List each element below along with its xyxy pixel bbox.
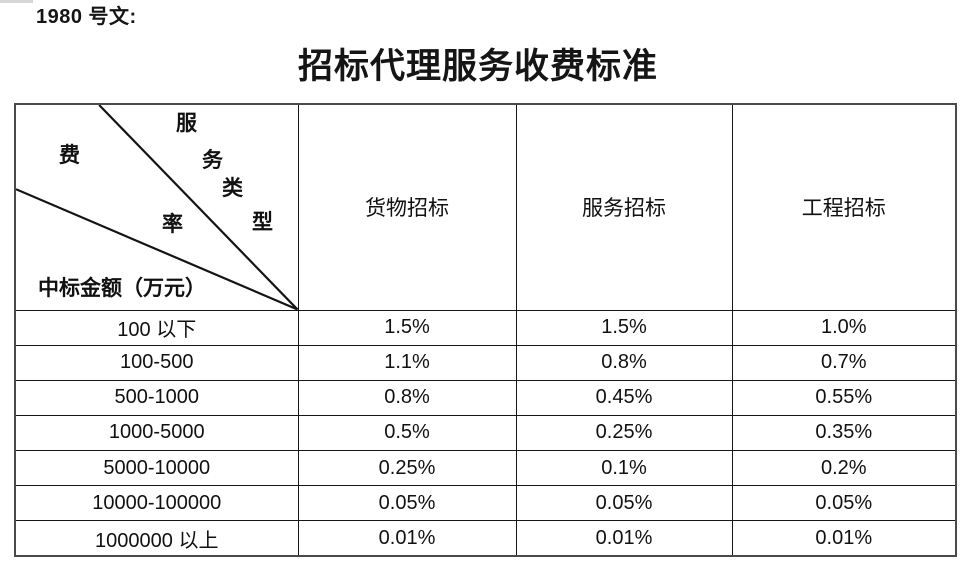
table-row: 1000000 以上 0.01% 0.01% 0.01%	[14, 520, 957, 557]
table-row: 100 以下 1.5% 1.5% 1.0%	[14, 309, 957, 346]
row-range-cell: 1000000 以上	[14, 520, 299, 557]
fee-cell: 0.01%	[297, 520, 517, 557]
fee-cell: 0.01%	[731, 520, 957, 557]
table-row: 1000-5000 0.5% 0.25% 0.35%	[14, 414, 957, 452]
fee-cell: 0.7%	[731, 344, 957, 381]
row-range-cell: 500-1000	[14, 379, 299, 416]
corner-label-fee-rate-char: 率	[162, 212, 183, 236]
page-title: 招标代理服务收费标准	[297, 47, 658, 86]
fee-cell: 0.05%	[297, 485, 517, 522]
fee-cell: 1.5%	[297, 309, 517, 346]
fee-cell: 0.01%	[515, 520, 733, 557]
corner-label-service-type-char: 务	[202, 148, 223, 172]
fee-cell: 1.0%	[731, 309, 957, 346]
corner-label-service-type-char: 型	[252, 210, 273, 234]
table-row: 5000-10000 0.25% 0.1% 0.2%	[14, 450, 957, 487]
fee-cell: 0.8%	[297, 379, 517, 416]
fee-cell: 0.05%	[731, 485, 957, 522]
row-range-cell: 5000-10000	[14, 450, 299, 487]
fee-cell: 0.2%	[731, 450, 957, 487]
column-header-services: 服务招标	[515, 103, 733, 311]
fee-cell: 1.1%	[297, 344, 517, 381]
row-range-cell: 100 以下	[14, 309, 299, 346]
header-row: 服 务 类 型 费 率 中标金额（万元） 货物招标 服务招标 工程招标	[14, 103, 957, 311]
fee-cell: 0.45%	[515, 379, 733, 416]
fee-cell: 0.05%	[515, 485, 733, 522]
corner-header-cell: 服 务 类 型 费 率 中标金额（万元）	[14, 103, 299, 311]
row-range-cell: 10000-100000	[14, 485, 299, 522]
fee-cell: 0.55%	[731, 379, 957, 416]
window-edge-artifact	[0, 0, 33, 3]
corner-label-bid-amount: 中标金额（万元）	[38, 276, 206, 300]
diagonal-divider-lines	[16, 105, 298, 310]
fee-cell: 0.8%	[515, 344, 733, 381]
fee-cell: 0.35%	[731, 414, 957, 452]
fee-cell: 0.25%	[297, 450, 517, 487]
fee-cell: 0.5%	[297, 414, 517, 452]
fee-cell: 0.25%	[515, 414, 733, 452]
table-row: 10000-100000 0.05% 0.05% 0.05%	[14, 485, 957, 522]
corner-label-service-type-char: 服	[176, 111, 197, 135]
corner-label-fee-rate-char: 费	[59, 143, 80, 167]
corner-label-service-type-char: 类	[222, 176, 243, 200]
row-range-cell: 100-500	[14, 344, 299, 381]
column-header-works: 工程招标	[731, 103, 957, 311]
table-row: 100-500 1.1% 0.8% 0.7%	[14, 344, 957, 381]
table-row: 500-1000 0.8% 0.45% 0.55%	[14, 379, 957, 416]
fee-table: 服 务 类 型 费 率 中标金额（万元） 货物招标 服务招标 工程招标 100 …	[14, 103, 957, 557]
fee-cell: 1.5%	[515, 309, 733, 346]
doc-number: 1980 号文:	[36, 6, 137, 28]
fee-cell: 0.1%	[515, 450, 733, 487]
row-range-cell: 1000-5000	[14, 414, 299, 452]
column-header-goods: 货物招标	[297, 103, 517, 311]
